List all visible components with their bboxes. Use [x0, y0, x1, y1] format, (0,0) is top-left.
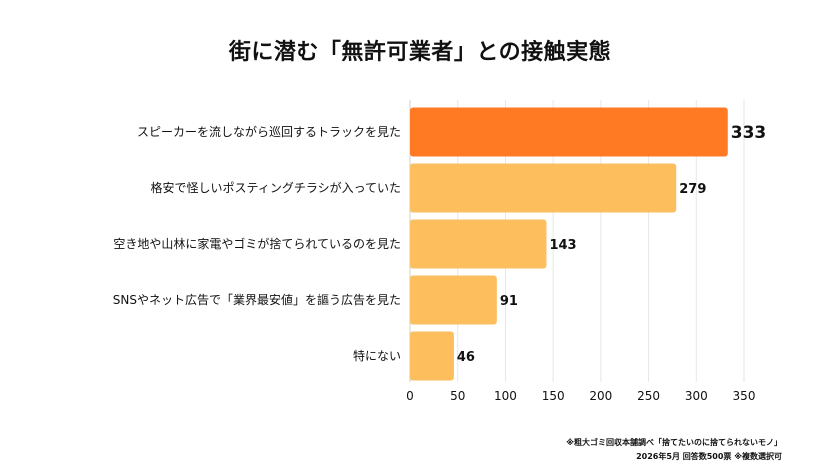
x-tick-label: 300	[685, 389, 708, 403]
bar	[410, 219, 547, 269]
x-tick-label: 0	[406, 389, 414, 403]
category-label: 特にない	[353, 348, 401, 363]
bar	[410, 163, 677, 213]
x-tick-label: 100	[494, 389, 517, 403]
data-label: 91	[500, 294, 518, 309]
category-label: スピーカーを流しながら巡回するトラックを見た	[137, 124, 401, 139]
x-tick-label: 200	[589, 389, 612, 403]
data-label: 143	[549, 238, 576, 253]
bar	[410, 331, 454, 381]
x-tick-label: 150	[542, 389, 565, 403]
footnote-source: ※粗大ゴミ回収本舗調べ「捨てたいのに捨てられないモノ」	[566, 438, 782, 447]
category-label: 空き地や山林に家電やゴミが捨てられているのを見た	[113, 236, 401, 251]
data-label: 279	[679, 182, 706, 197]
footnote-details: 2026年5月 回答数500票 ※複数選択可	[636, 452, 782, 461]
chart-title: 街に潜む「無許可業者」との接触実態	[228, 40, 612, 65]
x-tick-label: 350	[733, 389, 756, 403]
x-tick-label: 250	[637, 389, 660, 403]
data-label: 46	[457, 350, 475, 365]
x-tick-label: 50	[450, 389, 465, 403]
bar	[410, 275, 497, 325]
category-label: 格安で怪しいポスティングチラシが入っていた	[151, 180, 401, 195]
data-label: 333	[731, 123, 767, 143]
bar	[410, 107, 728, 157]
category-label: SNSやネット広告で「業界最安値」を謳う広告を見た	[113, 292, 401, 307]
